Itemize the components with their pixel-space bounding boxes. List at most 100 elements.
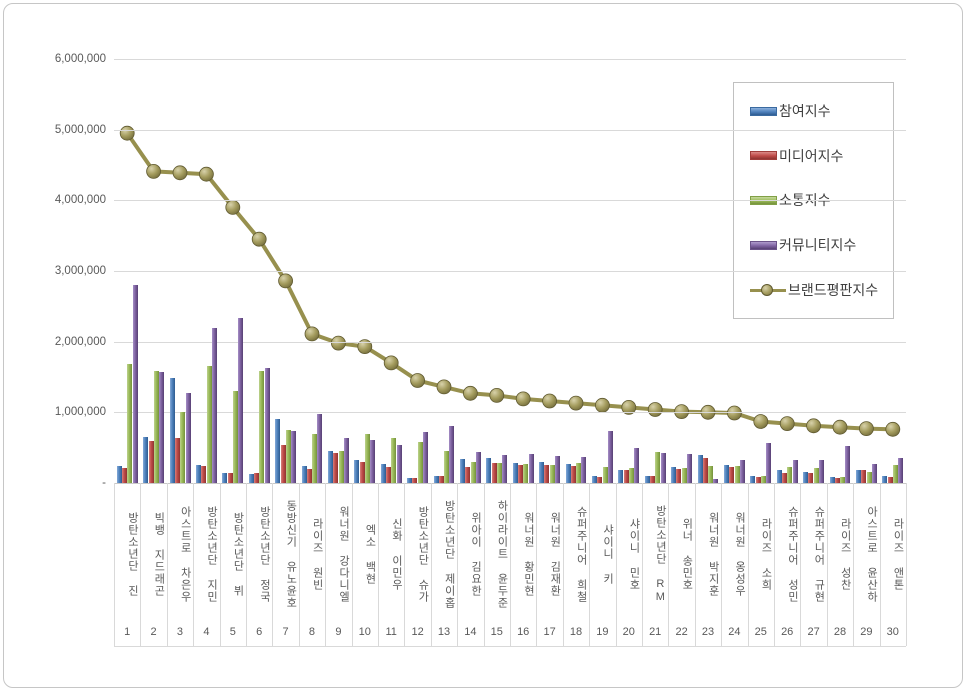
- bar-커뮤니티지수: [317, 414, 323, 483]
- bar-소통지수: [760, 476, 766, 483]
- bar-커뮤니티지수: [370, 440, 376, 483]
- bar-참여지수: [275, 419, 281, 483]
- bar-소통지수: [444, 451, 450, 483]
- bar-소통지수: [892, 465, 898, 483]
- rank-label: 22: [675, 626, 688, 638]
- rank-label: 14: [464, 626, 477, 638]
- bar-미디어지수: [834, 478, 840, 483]
- rank-label: 3: [176, 626, 184, 638]
- category-label: 워너원 황민현: [522, 511, 535, 597]
- bar-미디어지수: [438, 476, 444, 483]
- bar-소통지수: [180, 412, 186, 483]
- category-label: 워너원 옹성우: [733, 511, 746, 597]
- bar-커뮤니티지수: [713, 479, 719, 483]
- legend-entry: 커뮤니티지수: [750, 235, 893, 255]
- category-separator: [510, 483, 511, 646]
- legend-line-marker-icon: [750, 283, 786, 297]
- rank-label: 17: [543, 626, 556, 638]
- line-marker: [568, 395, 584, 411]
- legend-entry: 참여지수: [750, 101, 893, 121]
- bar-소통지수: [866, 472, 872, 483]
- category-separator: [246, 483, 247, 646]
- line-marker: [357, 339, 373, 355]
- bar-미디어지수: [755, 477, 761, 483]
- bar-커뮤니티지수: [343, 438, 349, 483]
- bar-참여지수: [855, 470, 861, 483]
- line-marker: [436, 379, 452, 395]
- bar-미디어지수: [650, 476, 655, 483]
- axis-label-bottom-line: [114, 646, 906, 647]
- rank-label: 4: [203, 626, 210, 638]
- category-label: 라이즈 성찬: [839, 517, 852, 591]
- line-marker: [146, 163, 162, 179]
- bar-소통지수: [602, 467, 608, 483]
- line-marker: [595, 397, 610, 413]
- bar-미디어지수: [412, 478, 418, 483]
- category-separator: [457, 483, 459, 646]
- bar-커뮤니티지수: [792, 460, 798, 483]
- line-marker: [278, 273, 294, 289]
- bar-커뮤니티지수: [264, 368, 270, 483]
- bar-참여지수: [222, 473, 228, 483]
- bar-소통지수: [153, 371, 159, 483]
- bar-미디어지수: [465, 467, 471, 483]
- category-label: 워너원 강다니엘: [337, 505, 350, 603]
- bar-소통지수: [734, 466, 740, 483]
- rank-label: 26: [781, 626, 794, 638]
- category-separator: [298, 483, 300, 646]
- bar-커뮤니티지수: [871, 464, 877, 483]
- bar-소통지수: [127, 364, 133, 483]
- bar-미디어지수: [702, 458, 708, 483]
- legend-label: 참여지수: [779, 103, 831, 120]
- bar-소통지수: [840, 477, 846, 483]
- bar-소통지수: [655, 452, 661, 483]
- bar-참여지수: [248, 474, 254, 483]
- bar-소통지수: [417, 442, 423, 483]
- category-separator: [114, 483, 115, 646]
- category-label: 라이즈 소희: [759, 517, 772, 591]
- bar-커뮤니티지수: [211, 328, 217, 483]
- gridline: [114, 200, 906, 202]
- rank-label: 20: [622, 626, 635, 638]
- bar-미디어지수: [570, 466, 576, 483]
- bar-미디어지수: [623, 470, 629, 483]
- gridline: [114, 59, 906, 60]
- category-separator: [826, 483, 828, 646]
- rank-label: 21: [649, 626, 662, 638]
- bar-미디어지수: [729, 467, 735, 483]
- bar-커뮤니티지수: [660, 453, 666, 483]
- category-separator: [721, 483, 723, 646]
- line-marker: [885, 421, 901, 437]
- category-label: 방탄소년단 진: [126, 511, 139, 597]
- bar-미디어지수: [808, 473, 814, 483]
- category-separator: [774, 483, 775, 646]
- line-marker: [198, 166, 214, 182]
- bar-참여지수: [380, 464, 386, 483]
- bar-소통지수: [523, 464, 529, 483]
- category-separator: [272, 483, 274, 646]
- bar-참여지수: [143, 437, 149, 483]
- category-label: 아스트로 윤산하: [865, 505, 878, 603]
- category-label: 빅뱅 지드래곤: [152, 511, 165, 597]
- category-label: 위너 송민호: [680, 517, 693, 591]
- line-marker: [119, 125, 135, 141]
- bar-커뮤니티지수: [238, 318, 244, 483]
- bar-커뮤니티지수: [898, 458, 904, 483]
- bar-참여지수: [327, 451, 333, 483]
- rank-label: 30: [886, 626, 899, 638]
- rank-label: 7: [282, 626, 289, 638]
- bar-커뮤니티지수: [766, 443, 772, 483]
- y-axis-tick-label: 3,000,000: [54, 265, 106, 277]
- gridline: [114, 271, 906, 272]
- bar-소통지수: [364, 434, 370, 483]
- bar-참여지수: [486, 458, 492, 483]
- bar-미디어지수: [518, 465, 523, 483]
- rank-label: 28: [833, 626, 847, 638]
- rank-label: 2: [150, 626, 157, 638]
- category-label: 방탄소년단 RM: [654, 504, 667, 604]
- legend-label: 커뮤니티지수: [779, 237, 857, 254]
- bar-참여지수: [829, 477, 835, 483]
- line-marker: [410, 373, 426, 388]
- category-label: 워너원 김재환: [548, 511, 561, 597]
